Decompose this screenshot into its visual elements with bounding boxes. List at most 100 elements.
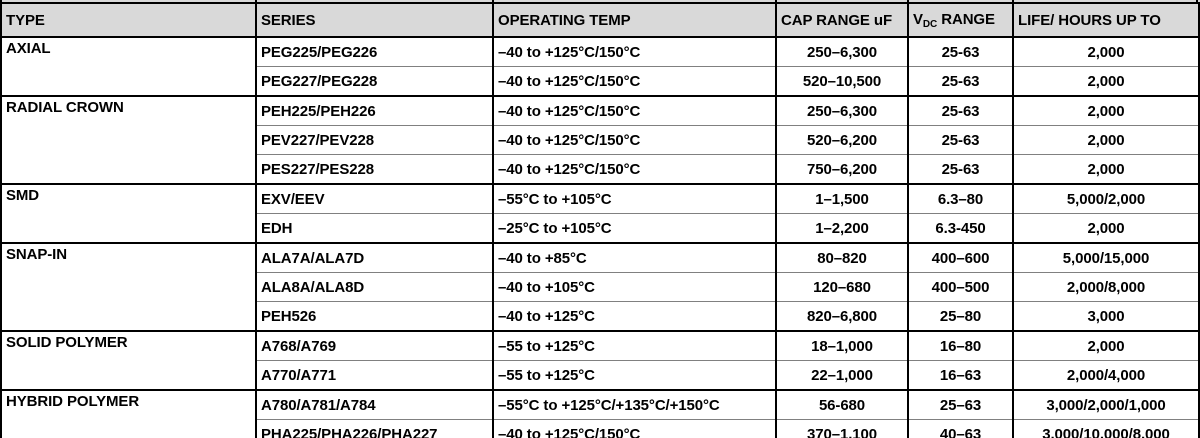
header-row: TYPE SERIES OPERATING TEMP CAP RANGE uF … <box>0 2 1200 38</box>
vdc-cell: 16–80 <box>907 330 1014 361</box>
vdc-range-word: RANGE <box>937 10 995 28</box>
header-operating-temp: OPERATING TEMP <box>492 2 777 38</box>
life-cell: 3,000/2,000/1,000 <box>1012 389 1200 420</box>
cap-cell: 80–820 <box>775 242 909 273</box>
life-cell: 2,000 <box>1012 66 1200 96</box>
cap-cell: 120–680 <box>775 272 909 302</box>
table-row: PEH526 –40 to +125°C 820–6,800 25–80 3,000 <box>1 301 1200 331</box>
table-body: AXIAL PEG225/PEG226 –40 to +125°C/150°C 250… <box>0 36 1200 438</box>
type-cell: RADIAL CROWN <box>0 95 257 184</box>
temp-cell: –40 to +125°C <box>492 301 777 331</box>
life-cell: 2,000 <box>1012 125 1200 155</box>
table-row: PES227/PES228 –40 to +125°C/150°C 750–6,20… <box>1 154 1200 184</box>
series-cell: A780/A781/A784 <box>255 389 494 420</box>
series-cell: EXV/EEV <box>255 183 494 214</box>
vdc-cell: 25-63 <box>907 66 1014 96</box>
vdc-cell: 25-63 <box>907 125 1014 155</box>
life-cell: 2,000 <box>1012 154 1200 184</box>
table-row: A770/A771 –55 to +125°C 22–1,000 16–63 2,000… <box>1 360 1200 390</box>
cap-cell: 250–6,300 <box>775 95 909 126</box>
vdc-cell: 25–80 <box>907 301 1014 331</box>
life-cell: 2,000 <box>1012 95 1200 126</box>
type-cell: SOLID POLYMER <box>0 330 257 390</box>
vdc-cell: 400–500 <box>907 272 1014 302</box>
temp-cell: –40 to +125°C/150°C <box>492 419 777 438</box>
table-row: PEV227/PEV228 –40 to +125°C/150°C 520–6,20… <box>1 125 1200 155</box>
life-cell: 3,000/10,000/8,000 <box>1012 419 1200 438</box>
vdc-cell: 40–63 <box>907 419 1014 438</box>
crop-edge-top <box>0 0 1200 2</box>
vdc-cell: 400–600 <box>907 242 1014 273</box>
type-cell: SMD <box>0 183 257 243</box>
cap-cell: 520–10,500 <box>775 66 909 96</box>
vdc-cell: 25–63 <box>907 389 1014 420</box>
cap-cell: 370–1,100 <box>775 419 909 438</box>
table-row: PEG227/PEG228 –40 to +125°C/150°C 520–10,5… <box>1 66 1200 96</box>
series-cell: A770/A771 <box>255 360 494 390</box>
series-cell: PEG227/PEG228 <box>255 66 494 96</box>
temp-cell: –40 to +125°C/150°C <box>492 154 777 184</box>
vdc-cell: 25-63 <box>907 36 1014 67</box>
series-cell: A768/A769 <box>255 330 494 361</box>
header-vdc-range: VDC RANGE <box>907 2 1014 38</box>
header-life-hours: LIFE/ HOURS UP TO <box>1012 2 1200 38</box>
series-cell: PEH526 <box>255 301 494 331</box>
type-cell: HYBRID POLYMER <box>0 389 257 438</box>
temp-cell: –40 to +105°C <box>492 272 777 302</box>
temp-cell: –55 to +125°C <box>492 360 777 390</box>
series-cell: PHA225/PHA226/PHA227 <box>255 419 494 438</box>
temp-cell: –25°C to +105°C <box>492 213 777 243</box>
table-row: ALA8A/ALA8D –40 to +105°C 120–680 400–500 2,… <box>1 272 1200 302</box>
life-cell: 5,000/15,000 <box>1012 242 1200 273</box>
temp-cell: –40 to +125°C/150°C <box>492 125 777 155</box>
life-cell: 2,000 <box>1012 213 1200 243</box>
header-series: SERIES <box>255 2 494 38</box>
cap-cell: 520–6,200 <box>775 125 909 155</box>
series-cell: ALA8A/ALA8D <box>255 272 494 302</box>
vdc-subscript: DC <box>922 18 938 30</box>
life-cell: 2,000 <box>1012 36 1200 67</box>
life-cell: 2,000/4,000 <box>1012 360 1200 390</box>
cap-cell: 18–1,000 <box>775 330 909 361</box>
table-row: HYBRID POLYMER A780/A781/A784 –55°C to +12… <box>0 389 1200 438</box>
table-row: PHA225/PHA226/PHA227 –40 to +125°C/150°C 3… <box>1 419 1200 438</box>
table-row: SNAP-IN ALA7A/ALA7D –40 to +85°C 80–820 400–… <box>0 242 1200 331</box>
temp-cell: –40 to +125°C/150°C <box>492 95 777 126</box>
table-row: SMD EXV/EEV –55°C to +105°C 1–1,500 6.3–80 5,… <box>0 183 1200 243</box>
cap-cell: 1–2,200 <box>775 213 909 243</box>
temp-cell: –40 to +125°C/150°C <box>492 36 777 67</box>
temp-cell: –40 to +85°C <box>492 242 777 273</box>
type-cell: AXIAL <box>0 36 257 96</box>
table-row: AXIAL PEG225/PEG226 –40 to +125°C/150°C 250… <box>0 36 1200 96</box>
table-row: EDH –25°C to +105°C 1–2,200 6.3-450 2,000 <box>1 213 1200 243</box>
series-cell: PEH225/PEH226 <box>255 95 494 126</box>
vdc-cell: 25-63 <box>907 154 1014 184</box>
cap-cell: 22–1,000 <box>775 360 909 390</box>
table-row: RADIAL CROWN PEH225/PEH226 –40 to +125°C/1… <box>0 95 1200 184</box>
cap-cell: 56-680 <box>775 389 909 420</box>
series-cell: PES227/PES228 <box>255 154 494 184</box>
table-row: SOLID POLYMER A768/A769 –55 to +125°C 18–1,… <box>0 330 1200 390</box>
temp-cell: –55 to +125°C <box>492 330 777 361</box>
vdc-symbol: V <box>913 10 923 28</box>
temp-cell: –55°C to +125°C/+135°C/+150°C <box>492 389 777 420</box>
cap-cell: 250–6,300 <box>775 36 909 67</box>
cap-cell: 750–6,200 <box>775 154 909 184</box>
vdc-cell: 16–63 <box>907 360 1014 390</box>
vdc-cell: 25-63 <box>907 95 1014 126</box>
header-type: TYPE <box>0 2 257 38</box>
cap-cell: 1–1,500 <box>775 183 909 214</box>
series-cell: EDH <box>255 213 494 243</box>
temp-cell: –55°C to +105°C <box>492 183 777 214</box>
type-cell: SNAP-IN <box>0 242 257 331</box>
temp-cell: –40 to +125°C/150°C <box>492 66 777 96</box>
vdc-cell: 6.3–80 <box>907 183 1014 214</box>
series-cell: PEG225/PEG226 <box>255 36 494 67</box>
life-cell: 2,000/8,000 <box>1012 272 1200 302</box>
header-cap-range: CAP RANGE uF <box>775 2 909 38</box>
life-cell: 2,000 <box>1012 330 1200 361</box>
series-cell: PEV227/PEV228 <box>255 125 494 155</box>
life-cell: 5,000/2,000 <box>1012 183 1200 214</box>
